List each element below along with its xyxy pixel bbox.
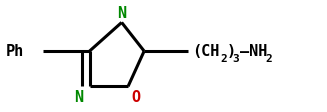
- Text: (CH: (CH: [192, 44, 220, 58]
- Text: O: O: [131, 89, 140, 104]
- Text: —NH: —NH: [240, 44, 268, 58]
- Text: ): ): [227, 44, 236, 58]
- Text: 2: 2: [266, 54, 272, 64]
- Text: N: N: [117, 6, 126, 20]
- Text: Ph: Ph: [6, 44, 24, 58]
- Text: 3: 3: [233, 54, 240, 64]
- Text: 2: 2: [221, 54, 227, 64]
- Text: N: N: [74, 89, 83, 104]
